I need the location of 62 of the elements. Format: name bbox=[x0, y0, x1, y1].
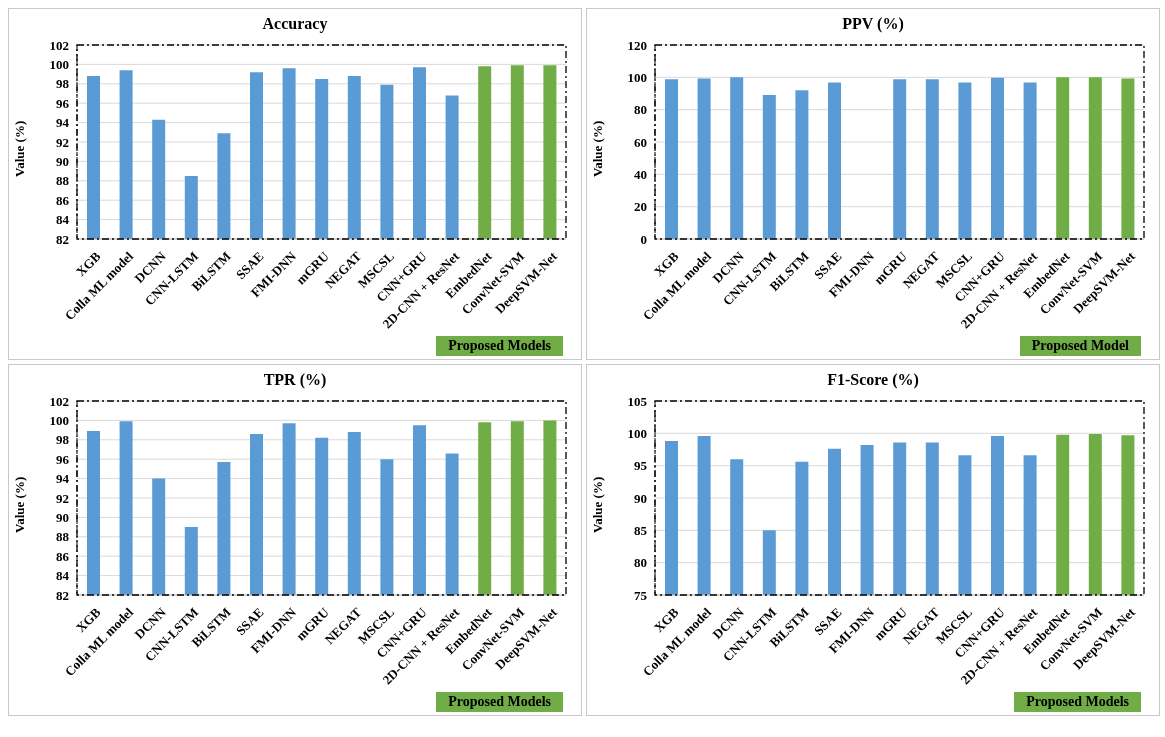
text: Proposed Models bbox=[436, 692, 563, 712]
y-tick-label: 100 bbox=[627, 425, 647, 441]
chart-title: PPV (%) bbox=[841, 15, 905, 33]
text: Proposed Model bbox=[1019, 336, 1141, 356]
y-axis-title: Value (%) bbox=[11, 120, 27, 177]
y-tick-label: 100 bbox=[627, 69, 647, 85]
bar bbox=[991, 77, 1004, 239]
y-tick-label: 90 bbox=[56, 154, 69, 170]
y-tick-label: 94 bbox=[56, 115, 70, 131]
y-tick-label: 60 bbox=[634, 134, 647, 150]
y-tick-label: 90 bbox=[634, 490, 647, 506]
text: Proposed Models bbox=[436, 336, 563, 356]
bar bbox=[730, 77, 744, 239]
y-tick-label: 96 bbox=[56, 451, 70, 467]
y-axis-title: Value (%) bbox=[589, 120, 605, 177]
y-tick-label: 75 bbox=[634, 587, 648, 603]
y-tick-label: 80 bbox=[634, 102, 647, 118]
bar bbox=[958, 82, 972, 239]
y-tick-label: 86 bbox=[56, 548, 70, 564]
y-axis-title: Value (%) bbox=[589, 476, 605, 533]
y-tick-label: 82 bbox=[56, 231, 69, 247]
y-tick-label: 88 bbox=[56, 173, 70, 189]
y-tick-label: 120 bbox=[627, 37, 647, 53]
bar bbox=[1088, 77, 1102, 239]
bar bbox=[795, 90, 809, 239]
chart-title: TPR (%) bbox=[262, 371, 328, 389]
y-tick-label: 88 bbox=[56, 529, 70, 545]
y-tick-label: 94 bbox=[56, 471, 70, 487]
y-tick-label: 98 bbox=[56, 432, 70, 448]
y-tick-label: 86 bbox=[56, 192, 70, 208]
y-axis-title: Value (%) bbox=[11, 476, 27, 533]
y-tick-label: 84 bbox=[56, 212, 70, 228]
bar bbox=[665, 79, 678, 239]
y-tick-label: 84 bbox=[56, 568, 70, 584]
bar bbox=[762, 95, 776, 239]
y-tick-label: 20 bbox=[634, 199, 647, 215]
y-tick-label: 0 bbox=[640, 231, 647, 247]
bar bbox=[828, 82, 841, 239]
y-tick-label: 100 bbox=[49, 413, 69, 429]
y-tick-label: 40 bbox=[634, 166, 647, 182]
y-tick-label: 90 bbox=[56, 510, 69, 526]
bar bbox=[1023, 82, 1037, 239]
bar bbox=[1121, 78, 1135, 239]
y-tick-label: 85 bbox=[634, 522, 648, 538]
y-tick-label: 98 bbox=[56, 76, 70, 92]
text: Proposed Models bbox=[1014, 692, 1141, 712]
chart-title: Accuracy bbox=[261, 15, 329, 33]
y-tick-label: 102 bbox=[49, 37, 69, 53]
bar bbox=[893, 79, 907, 239]
chart-title: F1-Score (%) bbox=[826, 371, 920, 389]
bar bbox=[697, 78, 711, 239]
y-tick-label: 95 bbox=[634, 458, 648, 474]
y-tick-label: 100 bbox=[49, 57, 69, 73]
y-tick-label: 92 bbox=[56, 490, 69, 506]
y-tick-label: 102 bbox=[49, 393, 69, 409]
y-tick-label: 80 bbox=[634, 555, 647, 571]
y-tick-label: 92 bbox=[56, 134, 69, 150]
y-tick-label: 96 bbox=[56, 95, 70, 111]
bar bbox=[1056, 77, 1070, 239]
y-tick-label: 105 bbox=[627, 393, 648, 409]
y-tick-label: 82 bbox=[56, 587, 69, 603]
bar bbox=[925, 79, 939, 239]
